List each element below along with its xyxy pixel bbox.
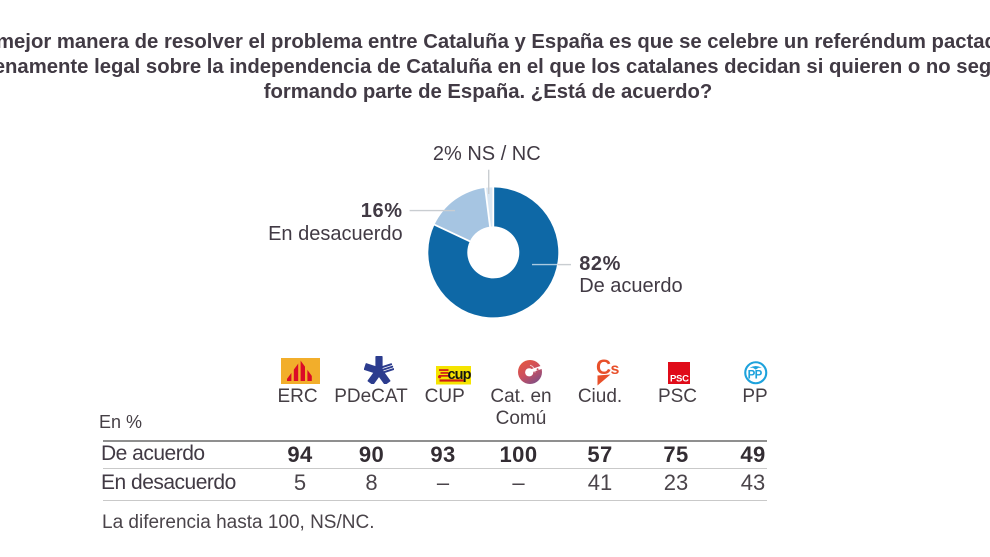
svg-text:C: C bbox=[596, 357, 611, 379]
svg-text:cup: cup bbox=[447, 367, 471, 383]
svg-text:PSC: PSC bbox=[670, 373, 689, 384]
svg-text:P: P bbox=[748, 370, 756, 382]
svg-text:P: P bbox=[755, 370, 763, 382]
svg-text:s: s bbox=[611, 361, 620, 378]
